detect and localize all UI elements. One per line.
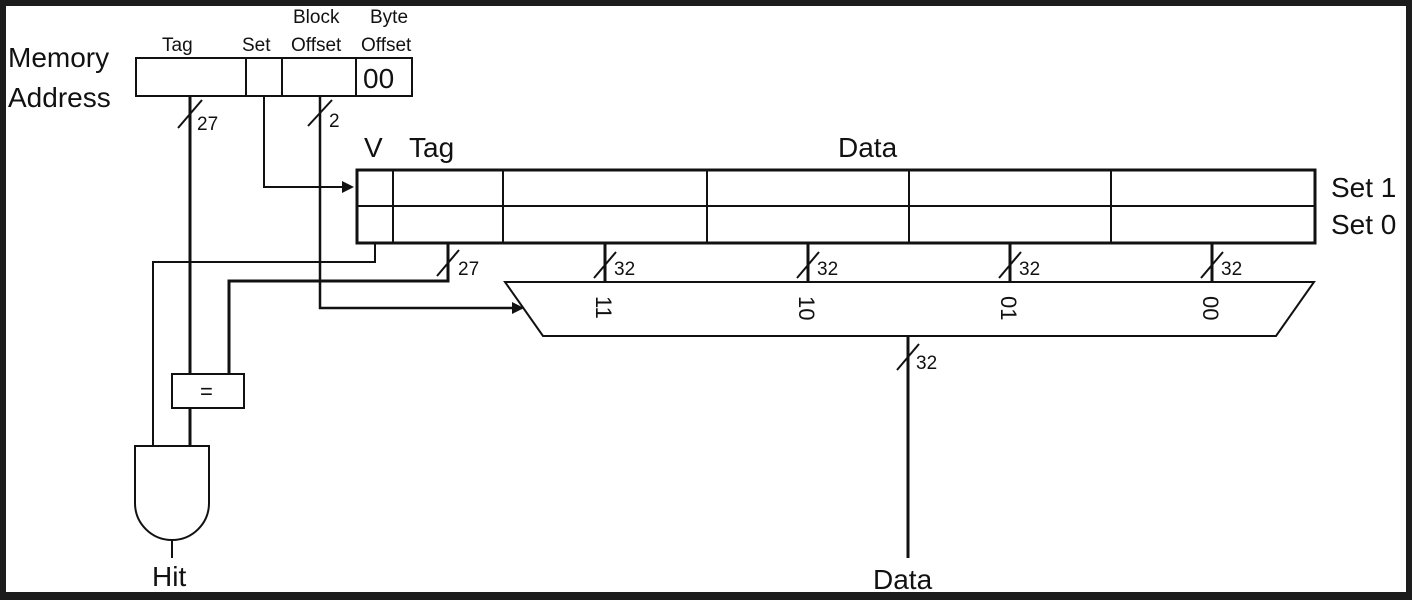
data-output-label: Data [873, 564, 933, 595]
bus-width-cache-tag: 27 [458, 259, 479, 280]
bus-width-slash-tag [177, 99, 203, 129]
bus-width-word-10: 32 [817, 259, 838, 280]
bus-width-slash-block-offset [307, 99, 333, 127]
address-field-set-label: Set [242, 35, 271, 56]
bus-width-word-11: 32 [614, 259, 635, 280]
valid-bit-wire [152, 243, 376, 446]
address-field-byte-offset-label-2: Offset [361, 35, 412, 56]
tag-comparator [171, 373, 245, 409]
bus-width-mux-output: 32 [916, 353, 937, 374]
bus-width-slash-mux-output [896, 343, 920, 371]
address-field-tag-label: Tag [162, 35, 193, 56]
mux-input-01: 01 [996, 296, 1021, 320]
bus-width-word-00: 32 [1221, 259, 1242, 280]
address-field-block-offset-label-2: Offset [291, 35, 342, 56]
mux-input-00: 00 [1198, 296, 1223, 320]
bus-width-word-01: 32 [1019, 259, 1040, 280]
cache-set-0-label: Set 0 [1331, 209, 1396, 240]
address-register [135, 57, 413, 97]
block-offset-wire [318, 96, 524, 314]
and-gate [134, 445, 210, 541]
cache-header-tag: Tag [409, 132, 454, 163]
hit-output-label: Hit [152, 561, 186, 592]
mux-input-11: 11 [591, 296, 616, 319]
set-index-wire [263, 96, 354, 193]
cache-header-data: Data [838, 132, 898, 163]
bus-width-slash-word-10 [796, 251, 820, 279]
mux-input-10: 10 [794, 296, 819, 320]
byte-offset-value: 00 [363, 63, 394, 94]
bus-width-slash-cache-tag [436, 249, 460, 277]
bus-width-slash-word-00 [1200, 251, 1224, 279]
cache-set-1-label: Set 1 [1331, 172, 1396, 203]
memory-address-label-line2: Address [8, 82, 111, 113]
bus-width-tag-address: 27 [197, 114, 218, 135]
bus-width-slash-word-01 [998, 251, 1022, 279]
address-field-byte-offset-label-1: Byte [370, 7, 408, 28]
memory-address-label-line1: Memory [8, 42, 109, 73]
address-field-block-offset-label-1: Block [293, 7, 340, 28]
cache-header-valid: V [364, 132, 383, 163]
bus-width-block-offset: 2 [329, 111, 340, 132]
comparator-symbol: = [200, 379, 213, 404]
multiplexer [503, 281, 1316, 337]
bus-width-slash-word-11 [593, 251, 617, 279]
